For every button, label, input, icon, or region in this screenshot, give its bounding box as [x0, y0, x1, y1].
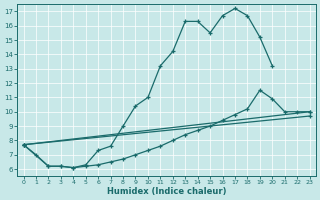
X-axis label: Humidex (Indice chaleur): Humidex (Indice chaleur) [107, 187, 226, 196]
